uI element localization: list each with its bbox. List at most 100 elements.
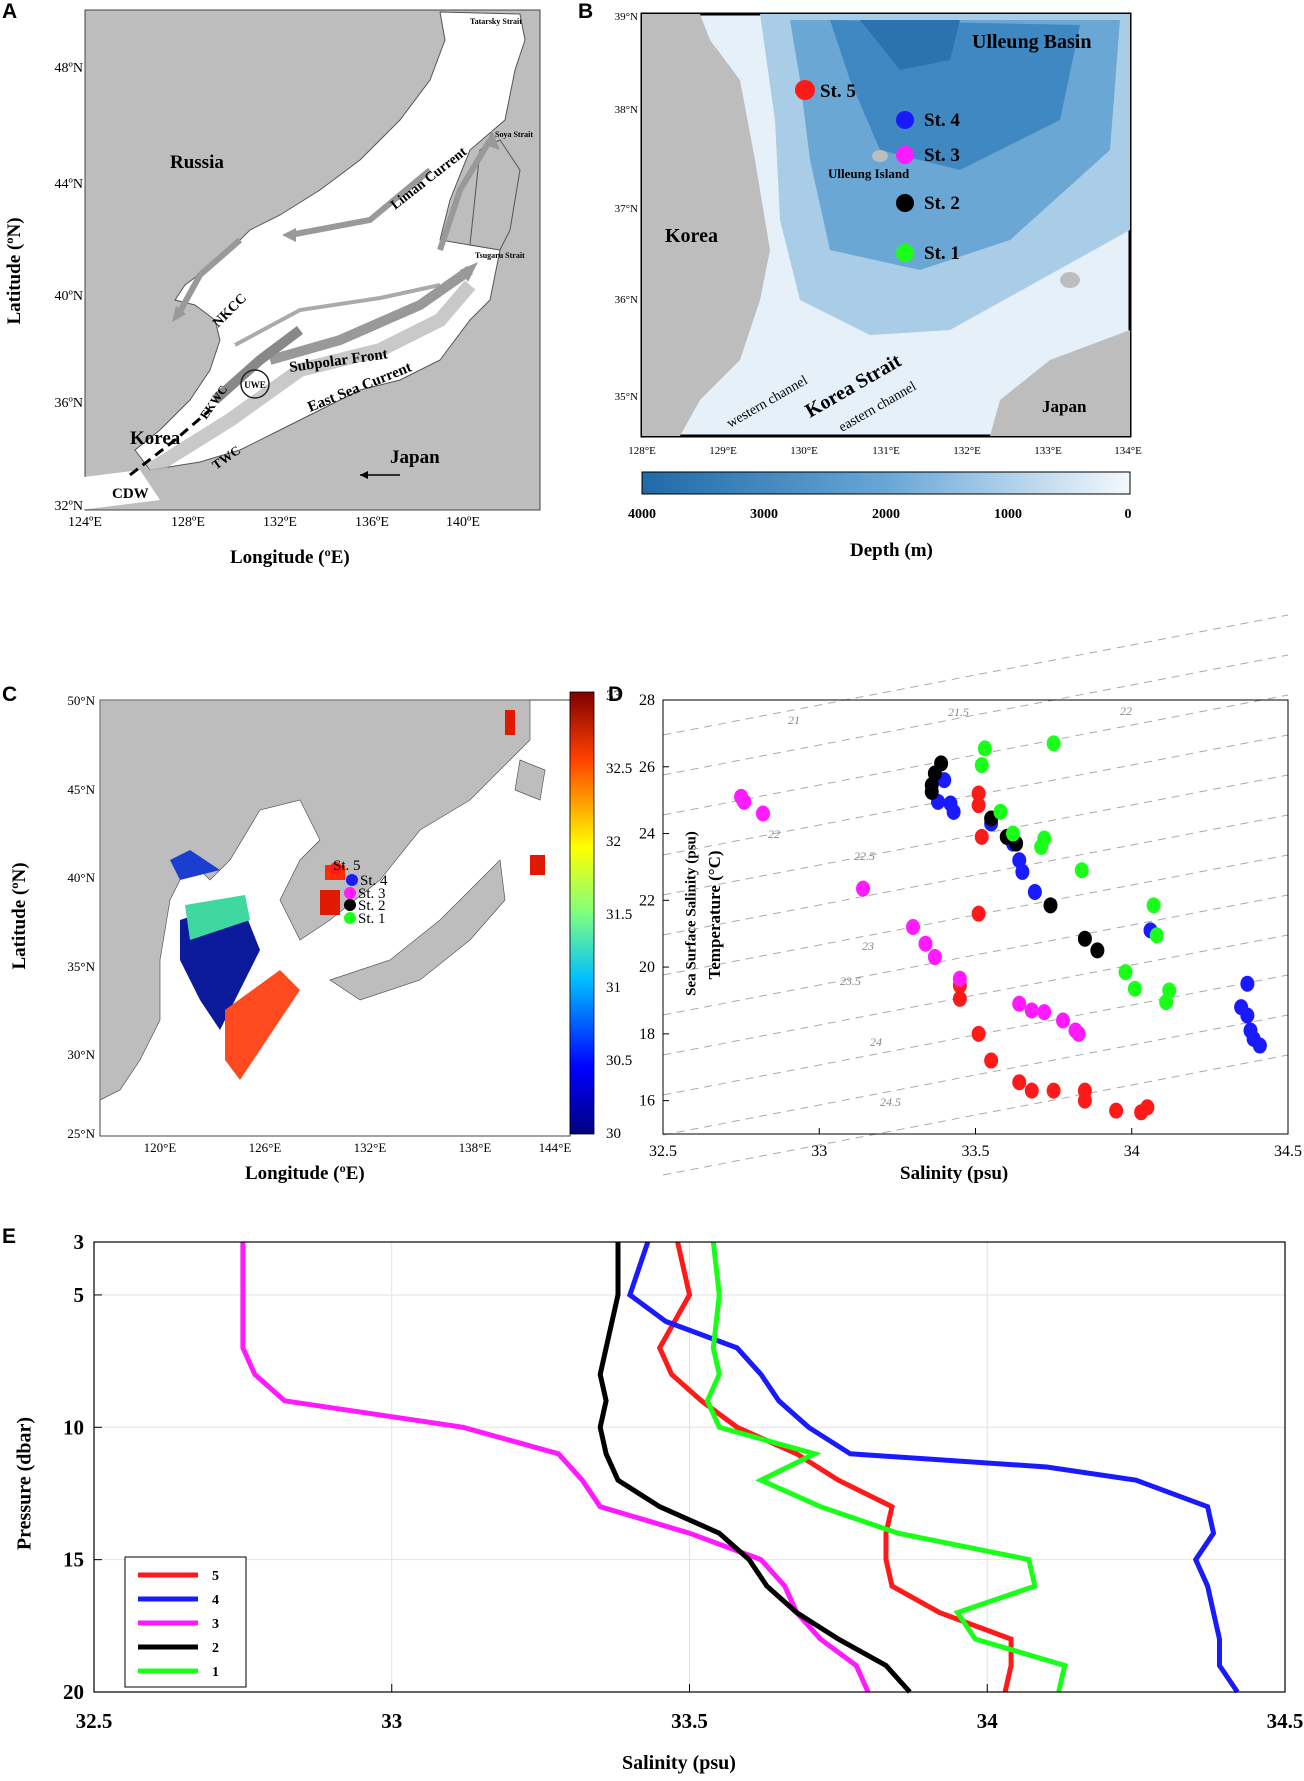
b-xtick: 132°E bbox=[953, 445, 981, 457]
b-ytick: 35°N bbox=[615, 391, 638, 403]
ts-points bbox=[734, 735, 1267, 1121]
ts-point bbox=[906, 919, 920, 936]
c-cbar-tick: 33 bbox=[606, 688, 621, 704]
profile-xtick-label: 32.5 bbox=[76, 1709, 113, 1733]
station-marker bbox=[896, 194, 914, 212]
b-cbar-tick: 3000 bbox=[750, 507, 778, 522]
ts-point bbox=[1043, 897, 1058, 914]
c-ytick: 40°N bbox=[67, 870, 95, 885]
b-xtick: 130°E bbox=[790, 445, 818, 457]
ts-point bbox=[756, 805, 770, 822]
label-korea: Korea bbox=[665, 225, 718, 247]
ts-point bbox=[918, 935, 933, 952]
c-xtick: 126°E bbox=[249, 1140, 282, 1155]
ts-point bbox=[971, 1025, 986, 1042]
c-cbar-tick: 30 bbox=[606, 1126, 621, 1142]
panel-a-label: A bbox=[2, 0, 18, 23]
ts-point bbox=[1046, 735, 1061, 752]
b-ytick: 39°N bbox=[615, 11, 638, 23]
ts-point bbox=[1015, 863, 1030, 880]
e-xlabel: Salinity (psu) bbox=[622, 1752, 736, 1774]
b-xtick: 131°E bbox=[872, 445, 900, 457]
profile-line-station-4 bbox=[626, 1241, 1240, 1694]
ts-ytick-label: 18 bbox=[639, 1026, 655, 1043]
ts-ytick-label: 26 bbox=[639, 759, 655, 776]
a-xtick: 124ºE bbox=[68, 515, 102, 530]
ts-point bbox=[1074, 862, 1089, 879]
ts-point bbox=[971, 905, 986, 922]
ts-point bbox=[977, 740, 992, 757]
ts-ytick-label: 28 bbox=[639, 692, 655, 709]
panel-e-label: E bbox=[2, 1225, 17, 1248]
ts-point bbox=[1140, 1099, 1155, 1116]
legend-label: 3 bbox=[212, 1617, 219, 1632]
ts-point bbox=[1240, 1007, 1255, 1024]
profile-lines bbox=[240, 1241, 1240, 1694]
station-label: St. 3 bbox=[924, 145, 960, 166]
ts-xtick-label: 32.5 bbox=[649, 1143, 677, 1160]
c-cbar-tick: 32.5 bbox=[606, 761, 632, 777]
label-russia: Russia bbox=[170, 152, 224, 173]
panel-d-label: D bbox=[608, 683, 624, 706]
b-ytick: 37°N bbox=[615, 203, 638, 215]
a-ytick: 32ºN bbox=[55, 499, 83, 514]
c-ytick: 25°N bbox=[67, 1126, 95, 1141]
c-station-markers bbox=[330, 862, 358, 924]
ts-point bbox=[1090, 942, 1105, 959]
station-label: St. 2 bbox=[358, 898, 386, 914]
c-xlabel: Longitude (ºE) bbox=[245, 1163, 365, 1184]
a-xtick: 128ºE bbox=[171, 515, 205, 530]
ts-point bbox=[1024, 1082, 1039, 1099]
label-ulleung-basin: Ulleung Basin bbox=[972, 31, 1091, 53]
station-marker bbox=[896, 146, 914, 164]
a-xlabel: Longitude (ºE) bbox=[230, 547, 350, 568]
legend-label: 1 bbox=[212, 1665, 219, 1680]
label-uwe: UWE bbox=[244, 380, 266, 390]
c-ytick: 50°N bbox=[67, 693, 95, 708]
a-ytick: 44ºN bbox=[55, 177, 83, 192]
station-marker bbox=[330, 862, 342, 874]
profile-line-station-5 bbox=[656, 1241, 1014, 1693]
ts-ytick-label: 24 bbox=[639, 826, 655, 843]
b-cbar-tick: 0 bbox=[1125, 507, 1132, 522]
ts-ytick-label: 20 bbox=[639, 959, 655, 976]
ts-point bbox=[974, 757, 989, 774]
profile-xtick-label: 33.5 bbox=[671, 1709, 708, 1733]
profile-xtick-label: 34.5 bbox=[1267, 1709, 1304, 1733]
ts-point bbox=[1056, 1012, 1070, 1029]
label-tsugaru-strait: Tsugaru Strait bbox=[475, 251, 525, 260]
station-marker bbox=[896, 111, 914, 129]
label-korea: Korea bbox=[130, 428, 181, 449]
station-label: St. 5 bbox=[333, 858, 361, 874]
ts-xtick-label: 33 bbox=[811, 1143, 827, 1160]
ts-point bbox=[974, 828, 989, 845]
ts-ytick-label: 16 bbox=[639, 1093, 655, 1110]
station-marker bbox=[896, 244, 914, 262]
ts-point bbox=[971, 785, 986, 802]
c-cbar-tick: 31 bbox=[606, 980, 621, 996]
legend-label: 4 bbox=[212, 1593, 219, 1608]
station-label: St. 4 bbox=[924, 110, 960, 131]
b-xtick: 133°E bbox=[1034, 445, 1062, 457]
profile-xtick-label: 34 bbox=[977, 1709, 999, 1733]
e-ylabel: Pressure (dbar) bbox=[13, 1416, 36, 1551]
ts-point bbox=[1252, 1037, 1267, 1054]
salinity-colorbar bbox=[569, 691, 595, 1135]
profile-line-station-3 bbox=[240, 1242, 871, 1694]
density-label: 22 bbox=[1120, 704, 1132, 718]
d-xlabel: Salinity (psu) bbox=[900, 1163, 1009, 1184]
label-cdw: CDW bbox=[112, 486, 149, 502]
ts-point bbox=[737, 793, 752, 810]
ts-xtick-label: 34 bbox=[1124, 1143, 1140, 1160]
b-ytick: 36°N bbox=[615, 294, 638, 306]
b-xtick: 134°E bbox=[1114, 445, 1142, 457]
ts-point bbox=[984, 1052, 999, 1069]
ts-point bbox=[856, 880, 870, 897]
density-label: 22 bbox=[768, 827, 780, 841]
profile-ytick-label: 10 bbox=[63, 1415, 84, 1439]
c-cbar-tick: 32 bbox=[606, 834, 621, 850]
c-ytick: 30°N bbox=[67, 1047, 95, 1062]
